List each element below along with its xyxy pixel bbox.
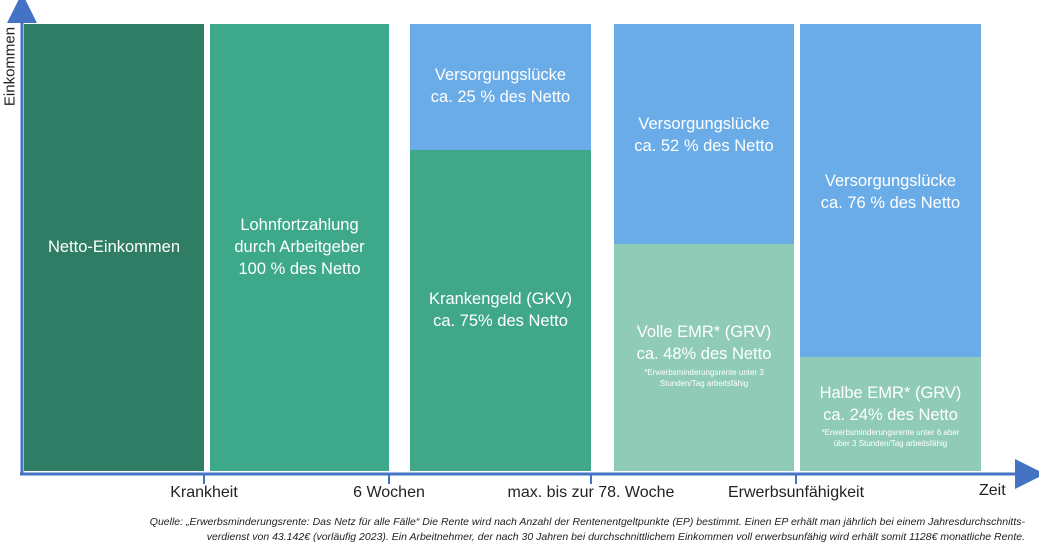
block-gap-25: Versorgungslücke ca. 25 % des Netto	[410, 24, 591, 150]
voll-note1: *Erwerbsminderungsrente unter 3	[644, 368, 764, 377]
x-axis-label: Zeit	[979, 482, 1006, 499]
halb-line1: Halbe EMR* (GRV)	[819, 384, 962, 402]
gap76-line1: Versorgungslücke	[824, 172, 957, 190]
voll-note2: Stunden/Tag arbeitsfähig	[659, 379, 749, 388]
gap76-line2: ca. 76 % des Netto	[820, 194, 961, 212]
block-gap-76: Versorgungslücke ca. 76 % des Netto	[800, 24, 981, 357]
netto-label: Netto-Einkommen	[47, 238, 181, 256]
kranken-line1: Krankengeld (GKV)	[428, 290, 573, 308]
kranken-line2: ca. 75% des Netto	[433, 312, 568, 330]
halb-line2: ca. 24% des Netto	[823, 406, 958, 424]
voll-line1: Volle EMR* (GRV)	[636, 323, 772, 341]
block-gap-52: Versorgungslücke ca. 52 % des Netto	[614, 24, 794, 244]
gap52-line2: ca. 52 % des Netto	[634, 137, 774, 155]
block-lohnfortzahlung: Lohnfortzahlung durch Arbeitgeber 100 % …	[210, 24, 389, 471]
source-line1: Quelle: „Erwerbsminderungsrente: Das Net…	[149, 516, 1025, 528]
halb-note1: *Erwerbsminderungsrente unter 6 aber	[821, 428, 960, 437]
source-line2: verdienst von 43.142€ (vorläufig 2023). …	[206, 531, 1025, 543]
gap25-line1: Versorgungslücke	[434, 66, 567, 84]
y-axis-label: Einkommen	[1, 26, 19, 107]
tick-label-78-woche: max. bis zur 78. Woche	[507, 484, 675, 501]
block-halbe-emr: Halbe EMR* (GRV) ca. 24% des Netto *Erwe…	[800, 357, 981, 471]
tick-label-6-wochen: 6 Wochen	[353, 484, 425, 501]
tick-label-erwerbsunfaehigkeit: Erwerbsunfähigkeit	[727, 484, 865, 501]
voll-line2: ca. 48% des Netto	[636, 345, 772, 363]
block-krankengeld: Krankengeld (GKV) ca. 75% des Netto	[410, 150, 591, 471]
tick-label-krankheit: Krankheit	[170, 484, 238, 501]
block-volle-emr: Volle EMR* (GRV) ca. 48% des Netto *Erwe…	[614, 244, 794, 471]
lohn-line2: durch Arbeitgeber	[234, 238, 365, 256]
halb-note2: über 3 Stunden/Tag arbeitsfähig	[833, 439, 948, 448]
lohn-line3: 100 % des Netto	[238, 260, 361, 278]
gap25-line2: ca. 25 % des Netto	[430, 88, 571, 106]
source-note: Quelle: „Erwerbsminderungsrente: Das Net…	[40, 515, 1025, 545]
lohn-line1: Lohnfortzahlung	[240, 216, 359, 234]
gap52-line1: Versorgungslücke	[638, 115, 770, 133]
block-netto-einkommen: Netto-Einkommen	[24, 24, 204, 471]
